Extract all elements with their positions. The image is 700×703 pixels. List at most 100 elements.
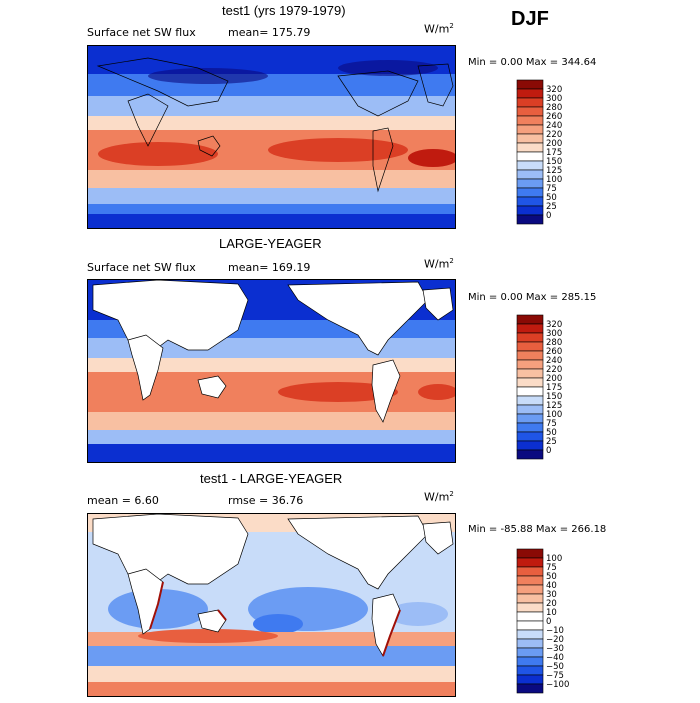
colorbar-tick-label: 30	[546, 590, 557, 600]
season-label: DJF	[511, 8, 549, 30]
colorbar-segment	[516, 314, 544, 325]
colorbar-tick-label: 10	[546, 608, 557, 618]
panel2-mean: mean= 169.19	[228, 261, 311, 274]
colorbar-segment	[516, 106, 544, 117]
colorbar-tick-label: 260	[546, 347, 562, 357]
colorbar-tick-label: 240	[546, 356, 562, 366]
colorbar-tick-label: 175	[546, 383, 562, 393]
colorbar-segment	[516, 395, 544, 406]
colorbar-segment	[516, 341, 544, 352]
colorbar-segment	[516, 142, 544, 153]
colorbar-segment	[516, 602, 544, 613]
colorbar-segment	[516, 674, 544, 685]
colorbar-segment	[516, 422, 544, 433]
colorbar-tick-label: −75	[546, 671, 564, 681]
colorbar-segment	[516, 332, 544, 343]
colorbar-tick-label: 150	[546, 157, 562, 167]
colorbar-tick-label: 0	[546, 617, 551, 627]
colorbar-tick-label: 25	[546, 437, 557, 447]
panel2-title: LARGE-YEAGER	[219, 236, 322, 251]
colorbar-segment	[516, 566, 544, 577]
colorbar-tick-label: 220	[546, 130, 562, 140]
colorbar-tick-label: 40	[546, 581, 557, 591]
panel1-map-svg	[88, 46, 455, 228]
colorbar-tick-label: 280	[546, 338, 562, 348]
colorbar-segment	[516, 377, 544, 388]
colorbar-tick-label: 320	[546, 320, 562, 330]
colorbar-tick-label: 50	[546, 572, 557, 582]
colorbar-segment	[516, 683, 544, 694]
colorbar-segment	[516, 133, 544, 144]
colorbar-segment	[516, 178, 544, 189]
panel1-minmax: Min = 0.00 Max = 344.64	[468, 57, 597, 68]
colorbar-segment	[516, 187, 544, 198]
colorbar-segment	[516, 323, 544, 334]
colorbar-segment	[516, 205, 544, 216]
colorbar-tick-label: 220	[546, 365, 562, 375]
colorbar-tick-label: 260	[546, 112, 562, 122]
colorbar-segment	[516, 557, 544, 568]
colorbar-tick-label: 50	[546, 193, 557, 203]
colorbar-segment	[516, 79, 544, 90]
panel3-units: W/m2	[424, 490, 454, 504]
colorbar-segment	[516, 160, 544, 171]
colorbar-segment	[516, 656, 544, 667]
colorbar-segment	[516, 359, 544, 370]
colorbar-tick-label: 75	[546, 184, 557, 194]
colorbar-segment	[516, 169, 544, 180]
panel3-map	[87, 513, 456, 697]
colorbar-tick-label: 100	[546, 410, 562, 420]
colorbar-segment	[516, 88, 544, 99]
colorbar-segment	[516, 647, 544, 658]
colorbar-segment	[516, 431, 544, 442]
colorbar-segment	[516, 611, 544, 622]
colorbar-tick-label: 0	[546, 446, 551, 456]
panel2-minmax: Min = 0.00 Max = 285.15	[468, 292, 597, 303]
colorbar-segment	[516, 629, 544, 640]
panel1-colorbar: 320 300 280 260 240 220 200 175 150 125 100 75 50 25 0	[516, 79, 576, 234]
colorbar-segment	[516, 584, 544, 595]
colorbar-segment	[516, 97, 544, 108]
panel2-colorbar: 320 300 280 260 240 220 200 175 150 125 100 75 50 25 0	[516, 314, 576, 469]
colorbar-tick-label: 75	[546, 563, 557, 573]
colorbar-tick-label: 75	[546, 419, 557, 429]
colorbar-segment	[516, 124, 544, 135]
colorbar-tick-label: 100	[546, 175, 562, 185]
panel3-minmax: Min = -85.88 Max = 266.18	[468, 524, 607, 535]
colorbar-tick-label: 240	[546, 121, 562, 131]
colorbar-segment	[516, 638, 544, 649]
panel3-mean: mean = 6.60	[87, 494, 159, 507]
colorbar-segment	[516, 593, 544, 604]
colorbar-tick-label: 20	[546, 599, 557, 609]
colorbar-tick-label: −40	[546, 653, 564, 663]
colorbar-segment	[516, 196, 544, 207]
panel2-units: W/m2	[424, 257, 454, 271]
colorbar-segment	[516, 440, 544, 451]
colorbar-tick-label: −50	[546, 662, 564, 672]
panel3-map-svg	[88, 514, 455, 696]
colorbar-segment	[516, 575, 544, 586]
colorbar-tick-label: 125	[546, 401, 562, 411]
colorbar-tick-label: 280	[546, 103, 562, 113]
colorbar-segment	[516, 548, 544, 559]
colorbar-segment	[516, 350, 544, 361]
panel1-title: test1 (yrs 1979-1979)	[222, 3, 346, 18]
colorbar-tick-label: 25	[546, 202, 557, 212]
colorbar-tick-label: 200	[546, 374, 562, 384]
panel2-variable: Surface net SW flux	[87, 261, 196, 274]
colorbar-tick-label: 100	[546, 554, 562, 564]
panel2-map	[87, 279, 456, 463]
panel1-variable: Surface net SW flux	[87, 26, 196, 39]
colorbar-tick-label: 50	[546, 428, 557, 438]
colorbar-segment	[516, 620, 544, 631]
panel3-title: test1 - LARGE-YEAGER	[200, 471, 343, 486]
colorbar-segment	[516, 449, 544, 460]
colorbar-tick-label: 200	[546, 139, 562, 149]
colorbar-tick-label: 300	[546, 94, 562, 104]
colorbar-segment	[516, 404, 544, 415]
panel3-rmse: rmse = 36.76	[228, 494, 304, 507]
colorbar-tick-label: 175	[546, 148, 562, 158]
panel1-units: W/m2	[424, 22, 454, 36]
